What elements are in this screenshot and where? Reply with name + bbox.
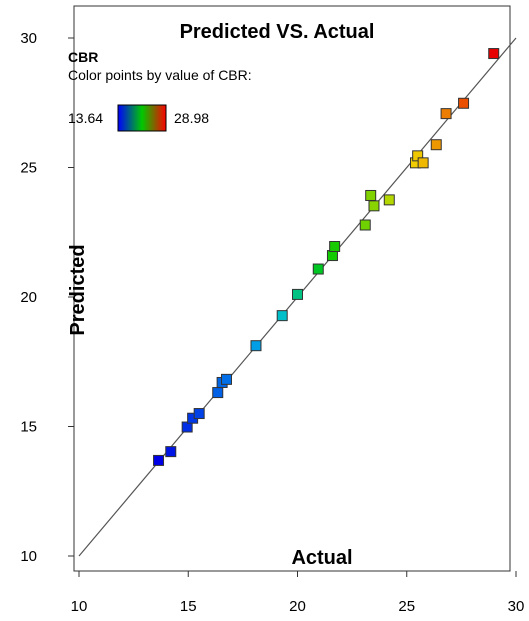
data-point bbox=[326, 250, 338, 262]
y-tick-label: 30 bbox=[20, 30, 37, 47]
legend-min-label: 13.64 bbox=[68, 110, 103, 126]
data-point bbox=[488, 48, 500, 60]
data-point bbox=[368, 200, 380, 212]
x-tick-label: 30 bbox=[508, 598, 525, 615]
data-point bbox=[458, 97, 470, 109]
data-point bbox=[276, 310, 288, 322]
data-point bbox=[212, 387, 224, 399]
data-point bbox=[440, 108, 452, 120]
plot-frame bbox=[73, 5, 511, 572]
data-point bbox=[312, 263, 324, 275]
data-point bbox=[193, 408, 205, 420]
data-point bbox=[165, 446, 177, 458]
data-point bbox=[292, 288, 303, 300]
data-point bbox=[430, 139, 442, 151]
x-axis-title: Actual bbox=[291, 547, 352, 569]
y-tick-label: 10 bbox=[20, 548, 37, 565]
x-tick-label: 25 bbox=[398, 598, 415, 615]
legend-name: CBR bbox=[68, 49, 98, 65]
y-tick-label: 15 bbox=[20, 419, 37, 436]
data-point bbox=[417, 157, 429, 169]
y-tick-label: 25 bbox=[20, 160, 37, 177]
x-tick-label: 10 bbox=[71, 598, 88, 615]
data-point bbox=[250, 340, 262, 352]
x-tick-label: 20 bbox=[289, 598, 306, 615]
data-point bbox=[359, 219, 371, 231]
data-point bbox=[365, 189, 377, 201]
x-axis-ticks: 10 15 20 25 30 bbox=[71, 571, 525, 615]
y-axis-title: Predicted bbox=[67, 244, 89, 335]
chart-title: Predicted VS. Actual bbox=[180, 21, 375, 43]
y-tick-label: 20 bbox=[20, 289, 37, 306]
x-tick-label: 15 bbox=[180, 598, 197, 615]
data-point bbox=[383, 194, 395, 206]
y-axis-ticks: 10 15 20 25 30 bbox=[20, 30, 74, 565]
data-point bbox=[220, 373, 232, 385]
data-point bbox=[153, 454, 165, 466]
legend-color-bar bbox=[117, 104, 167, 132]
data-point bbox=[329, 240, 341, 252]
data-points bbox=[153, 48, 500, 466]
legend-description: Color points by value of CBR: bbox=[68, 67, 252, 83]
legend-max-label: 28.98 bbox=[174, 110, 209, 126]
